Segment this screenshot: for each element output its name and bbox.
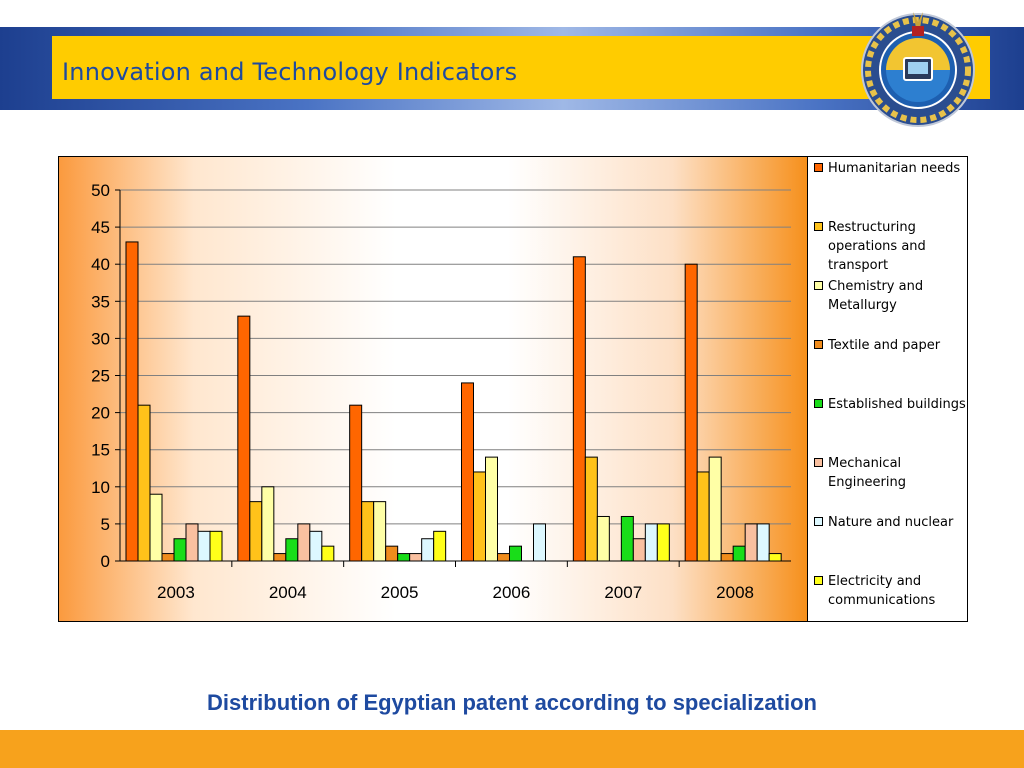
y-tick-label: 25 xyxy=(91,367,110,386)
legend-swatch xyxy=(814,340,823,349)
chart-caption: Distribution of Egyptian patent accordin… xyxy=(207,690,817,715)
bar xyxy=(373,501,387,562)
bar-chart: 0 5 10 15 20 25 30 35 40 45 50 2003 2004 2005 2006 2007… xyxy=(91,181,791,602)
bar xyxy=(533,523,546,562)
y-tick-label: 10 xyxy=(91,478,110,497)
bar xyxy=(249,501,263,562)
y-tick-label: 50 xyxy=(91,181,110,200)
bar xyxy=(696,471,710,562)
legend-label: Humanitarian needs xyxy=(828,161,961,176)
footer-band xyxy=(0,730,1024,768)
y-tick-label: 0 xyxy=(101,552,110,571)
legend-label: Electricity and communications xyxy=(828,574,936,608)
legend-label: Textile and paper xyxy=(828,338,941,353)
bar xyxy=(237,315,251,562)
y-tick-label: 45 xyxy=(91,218,110,237)
bar xyxy=(137,404,151,562)
legend-label: Restructuring operations and transport xyxy=(828,220,926,273)
x-tick-label: 2006 xyxy=(493,583,531,602)
bar xyxy=(644,523,658,562)
legend-swatch xyxy=(814,222,823,231)
bar xyxy=(572,256,586,562)
x-tick-label: 2005 xyxy=(381,583,419,602)
bar xyxy=(321,545,335,562)
bar xyxy=(173,538,187,562)
bar xyxy=(732,545,746,562)
bar xyxy=(285,538,299,562)
bar xyxy=(596,515,610,562)
bar xyxy=(768,553,782,562)
bar xyxy=(349,404,363,562)
title-bar xyxy=(52,36,990,99)
bar xyxy=(656,523,670,562)
legend: Humanitarian needs Restructuring operatio… xyxy=(807,157,967,621)
bar xyxy=(720,553,734,562)
bar xyxy=(273,553,287,562)
legend-swatch xyxy=(814,281,823,290)
bar xyxy=(620,515,634,562)
bar xyxy=(197,530,211,562)
legend-swatch xyxy=(814,517,823,526)
egyptian-emblem-logo xyxy=(861,12,975,127)
bar xyxy=(125,241,139,562)
chart-area: Humanitarian needs Restructuring operatio… xyxy=(58,156,968,622)
bar xyxy=(497,553,510,562)
bar xyxy=(385,545,399,562)
x-tick-label: 2004 xyxy=(269,583,307,602)
legend-label: Mechanical Engineering xyxy=(828,456,906,490)
slide-title: Innovation and Technology Indicators xyxy=(62,58,518,86)
bar xyxy=(149,493,163,562)
bar xyxy=(584,456,598,562)
bar xyxy=(209,530,223,562)
legend-label: Established buildings xyxy=(828,397,966,412)
bar xyxy=(684,263,698,562)
bar xyxy=(461,382,474,562)
legend-label: Chemistry and Metallurgy xyxy=(828,279,924,313)
bar xyxy=(421,538,435,562)
x-tick-label: 2007 xyxy=(604,583,642,602)
x-tick-label: 2003 xyxy=(157,583,195,602)
bar xyxy=(485,456,498,562)
legend-swatch xyxy=(814,458,823,467)
bar xyxy=(297,523,311,562)
y-tick-label: 40 xyxy=(91,255,110,274)
bar xyxy=(744,523,758,562)
bar xyxy=(632,538,646,562)
y-tick-label: 5 xyxy=(101,515,110,534)
bar xyxy=(409,553,423,562)
legend-swatch xyxy=(814,163,823,172)
legend-label: Nature and nuclear xyxy=(828,515,954,530)
bar xyxy=(473,471,486,562)
bar xyxy=(309,530,323,562)
bar xyxy=(708,456,722,562)
y-tick-label: 15 xyxy=(91,441,110,460)
bar xyxy=(361,501,375,562)
bar xyxy=(185,523,199,562)
bar xyxy=(756,523,770,562)
bar xyxy=(261,486,275,562)
x-tick-label: 2008 xyxy=(716,583,754,602)
bar xyxy=(509,545,522,562)
legend-swatch xyxy=(814,399,823,408)
legend-swatch xyxy=(814,576,823,585)
bar xyxy=(433,530,447,562)
bar xyxy=(397,553,411,562)
y-tick-label: 30 xyxy=(91,329,110,348)
y-tick-label: 20 xyxy=(91,404,110,423)
bar xyxy=(161,553,175,562)
y-tick-label: 35 xyxy=(91,292,110,311)
